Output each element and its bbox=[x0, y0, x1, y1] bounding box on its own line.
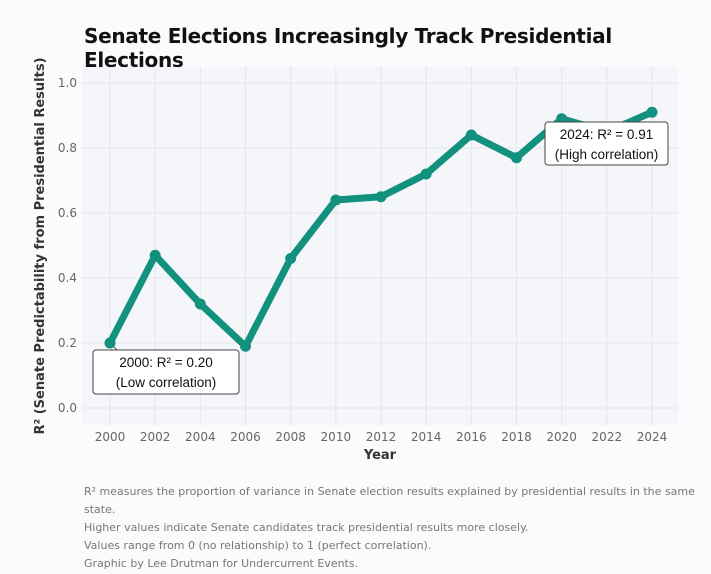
x-tick-label: 2016 bbox=[456, 430, 487, 444]
y-tick-label: 0.6 bbox=[58, 206, 77, 220]
x-tick-label: 2020 bbox=[546, 430, 577, 444]
annotation-label: 2000: R² = 0.20 (Low correlation) bbox=[92, 349, 240, 395]
x-tick-label: 2024 bbox=[637, 430, 668, 444]
x-tick-label: 2012 bbox=[366, 430, 397, 444]
chart-notes: R² measures the proportion of variance i… bbox=[84, 483, 711, 573]
annotation-box bbox=[544, 121, 669, 166]
y-tick-label: 0.8 bbox=[58, 141, 77, 155]
y-tick-label: 1.0 bbox=[58, 76, 77, 90]
x-tick-label: 2000 bbox=[95, 430, 126, 444]
x-tick-label: 2006 bbox=[230, 430, 261, 444]
note-line: Higher values indicate Senate candidates… bbox=[84, 521, 529, 534]
x-tick-label: 2004 bbox=[185, 430, 216, 444]
data-point bbox=[646, 106, 658, 118]
note-line: R² measures the proportion of variance i… bbox=[84, 485, 695, 516]
note-line: Graphic by Lee Drutman for Undercurrent … bbox=[84, 557, 359, 570]
annotation-text: (Low correlation) bbox=[116, 375, 217, 390]
annotation-text: 2000: R² = 0.20 bbox=[119, 355, 212, 370]
note-line: Values range from 0 (no relationship) to… bbox=[84, 539, 432, 552]
data-point bbox=[149, 249, 161, 261]
x-tick-label: 2014 bbox=[411, 430, 442, 444]
x-tick-label: 2018 bbox=[501, 430, 532, 444]
x-tick-label: 2008 bbox=[275, 430, 306, 444]
x-axis-label: Year bbox=[363, 448, 397, 463]
x-tick-label: 2022 bbox=[592, 430, 623, 444]
y-tick-label: 0.0 bbox=[58, 401, 77, 415]
annotation-label: 2024: R² = 0.91 (High correlation) bbox=[544, 121, 669, 166]
data-point bbox=[104, 337, 116, 349]
annotation-text: (High correlation) bbox=[555, 147, 659, 162]
data-point bbox=[420, 168, 432, 180]
chart-title: Senate Elections Increasingly Track Pres… bbox=[84, 24, 612, 72]
data-point bbox=[465, 129, 477, 141]
y-tick-label: 0.2 bbox=[58, 336, 77, 350]
annotation-box bbox=[92, 349, 240, 395]
data-point bbox=[285, 253, 297, 264]
data-point bbox=[330, 194, 342, 206]
annotation-text: 2024: R² = 0.91 bbox=[560, 127, 653, 142]
x-tick-label: 2002 bbox=[140, 430, 171, 444]
data-point bbox=[240, 340, 251, 352]
x-tick-label: 2010 bbox=[321, 430, 352, 444]
y-tick-label: 0.4 bbox=[58, 271, 77, 285]
data-point bbox=[194, 298, 206, 310]
y-axis-label: R² (Senate Predictability from President… bbox=[33, 57, 48, 434]
data-point bbox=[375, 191, 387, 203]
data-point bbox=[511, 152, 522, 164]
